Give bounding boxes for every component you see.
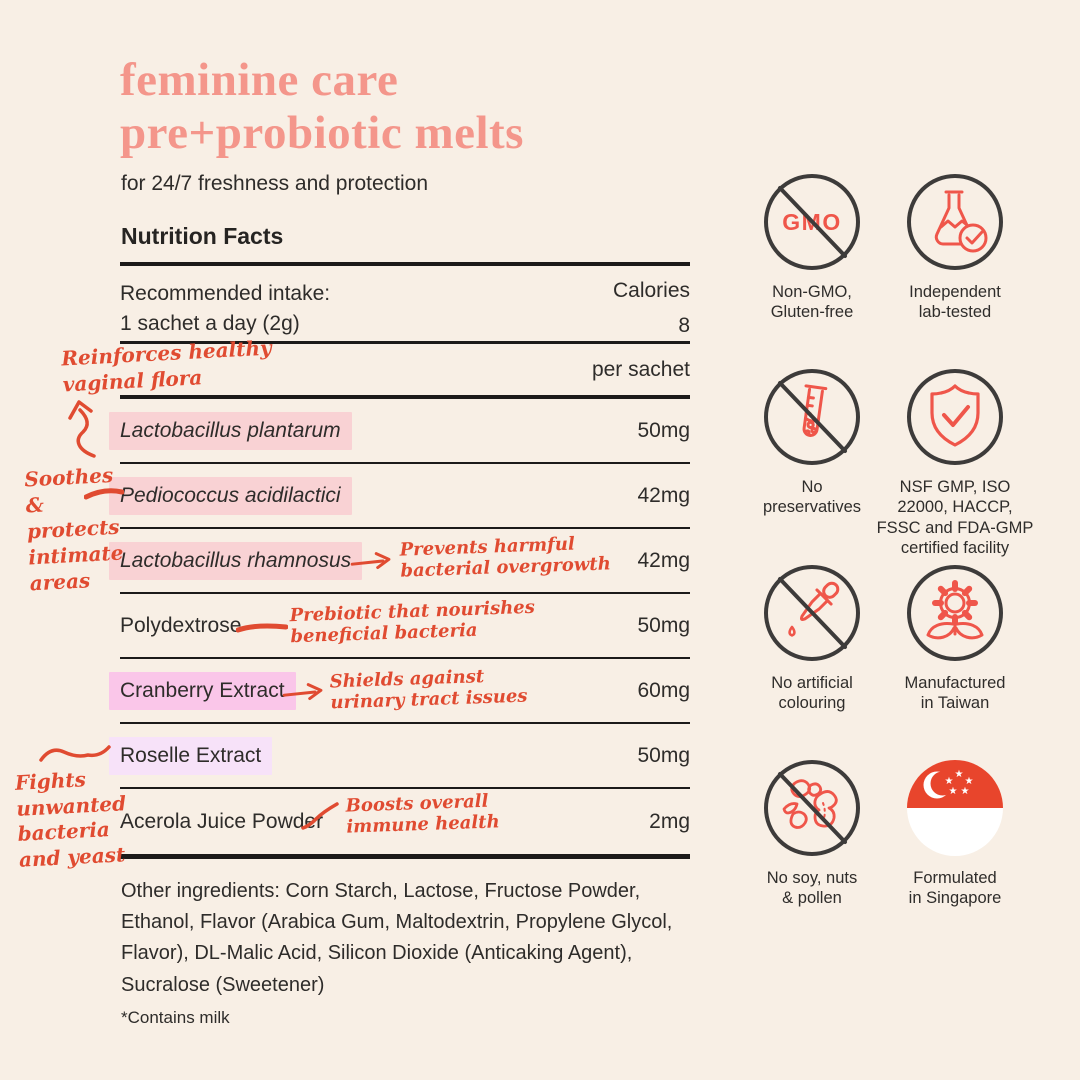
ingredient-value: 50mg: [637, 743, 690, 767]
badge-no-artificial-colouring: No artificial colouring: [722, 563, 902, 714]
non-gmo-icon: GMO: [764, 174, 860, 270]
product-subtitle: for 24/7 freshness and protection: [121, 172, 429, 195]
nutrition-table: Recommended intake: 1 sachet a day (2g) …: [109, 262, 690, 859]
badge-formulated-singapore: ★ ★ ★ ★ ★ Formulated in Singapore: [865, 758, 1045, 909]
table-row: Acerola Juice Powder Boosts overall immu…: [120, 789, 690, 854]
per-sachet-row: per sachet: [120, 344, 690, 399]
no-test-tube-icon: [764, 369, 860, 465]
no-dropper-icon: [764, 565, 860, 661]
shield-check-icon: [907, 369, 1003, 465]
svg-text:★: ★: [949, 786, 958, 797]
margin-note-soothes: Soothes & protects intimate areas: [23, 462, 124, 596]
product-title: feminine care pre+probiotic melts: [120, 54, 524, 159]
table-header-row: Recommended intake: 1 sachet a day (2g) …: [120, 266, 690, 344]
ingredient-note: Shields against urinary tract issues: [329, 666, 528, 714]
no-nuts-icon: [764, 760, 860, 856]
ingredient-value: 42mg: [637, 548, 690, 572]
dash-connector-icon: [84, 488, 124, 500]
gear-plant-icon: [907, 565, 1003, 661]
badge-label: Independent lab-tested: [909, 283, 1001, 322]
badge-label: NSF GMP, ISO 22000, HACCP, FSSC and FDA-…: [876, 478, 1034, 558]
badge-label: No soy, nuts & pollen: [766, 869, 858, 908]
ingredient-value: 42mg: [637, 483, 690, 507]
svg-text:★: ★: [955, 769, 964, 780]
other-ingredients: Other ingredients: Corn Starch, Lactose,…: [121, 880, 673, 996]
dash-connector-icon: [236, 623, 288, 633]
table-row: Polydextrose Prebiotic that nourishes be…: [120, 594, 690, 659]
badge-manufactured-taiwan: Manufactured in Taiwan: [865, 563, 1045, 714]
nutrition-facts-heading: Nutrition Facts: [121, 223, 284, 249]
badge-non-gmo: GMO Non-GMO, Gluten-free: [722, 172, 902, 323]
ingredient-value: 60mg: [637, 678, 690, 702]
ingredient-name: Roselle Extract: [109, 736, 273, 775]
allergen-note: *Contains milk: [121, 1008, 230, 1027]
ingredient-value: 50mg: [637, 613, 690, 637]
arrow-right-icon: [282, 683, 323, 701]
calories-block: Calories 8: [613, 279, 690, 338]
ingredient-name: Cranberry Extract: [109, 671, 296, 710]
table-row: Roselle Extract 50mg: [109, 724, 690, 789]
curve-connector-icon: [301, 802, 339, 830]
singapore-flag-icon: ★ ★ ★ ★ ★: [907, 760, 1003, 856]
badge-label: Manufactured in Taiwan: [904, 674, 1006, 713]
ingredient-value: 2mg: [649, 809, 690, 833]
svg-text:★: ★: [945, 776, 954, 787]
squiggle-arrow-up-icon: [68, 400, 96, 458]
badge-label: No preservatives: [762, 478, 862, 517]
badge-lab-tested: Independent lab-tested: [865, 172, 1045, 323]
arrow-right-icon: [350, 552, 391, 570]
badge-certified-facility: NSF GMP, ISO 22000, HACCP, FSSC and FDA-…: [865, 367, 1045, 559]
svg-text:★: ★: [965, 776, 974, 787]
svg-text:★: ★: [961, 786, 970, 797]
calories-value: 8: [678, 314, 690, 337]
table-row: Lactobacillus rhamnosus Prevents harmful…: [109, 529, 690, 594]
ingredient-name: Lactobacillus plantarum: [109, 411, 352, 450]
table-row: Cranberry Extract Shields against urinar…: [109, 659, 690, 724]
table-row: Lactobacillus plantarum 50mg: [109, 399, 690, 464]
ingredient-value: 50mg: [637, 418, 690, 442]
lab-flask-check-icon: [907, 174, 1003, 270]
recommended-intake: Recommended intake: 1 sachet a day (2g): [120, 282, 331, 336]
badge-no-soy-nuts-pollen: No soy, nuts & pollen: [722, 758, 902, 909]
badge-no-preservatives: No preservatives: [722, 367, 902, 518]
ingredient-name: Polydextrose: [120, 613, 242, 637]
ingredient-note: Prevents harmful bacterial overgrowth: [399, 533, 612, 582]
squiggle-wave-icon: [39, 745, 111, 762]
badge-label: Formulated in Singapore: [908, 869, 1002, 908]
badge-label: Non-GMO, Gluten-free: [770, 283, 854, 322]
ingredient-name: Acerola Juice Powder: [120, 809, 324, 833]
calories-label: Calories: [612, 279, 690, 302]
ingredient-note: Prebiotic that nourishes beneficial bact…: [289, 596, 536, 648]
margin-note-fights: Fights unwanted bacteria and yeast: [14, 767, 127, 872]
per-sachet-label: per sachet: [591, 357, 690, 381]
ingredient-name: Lactobacillus rhamnosus: [109, 541, 363, 580]
badge-label: No artificial colouring: [771, 674, 853, 713]
ingredient-name: Pediococcus acidilactici: [109, 476, 352, 515]
table-row: Pediococcus acidilactici 42mg: [109, 464, 690, 529]
ingredient-note: Boosts overall immune health: [345, 790, 500, 838]
